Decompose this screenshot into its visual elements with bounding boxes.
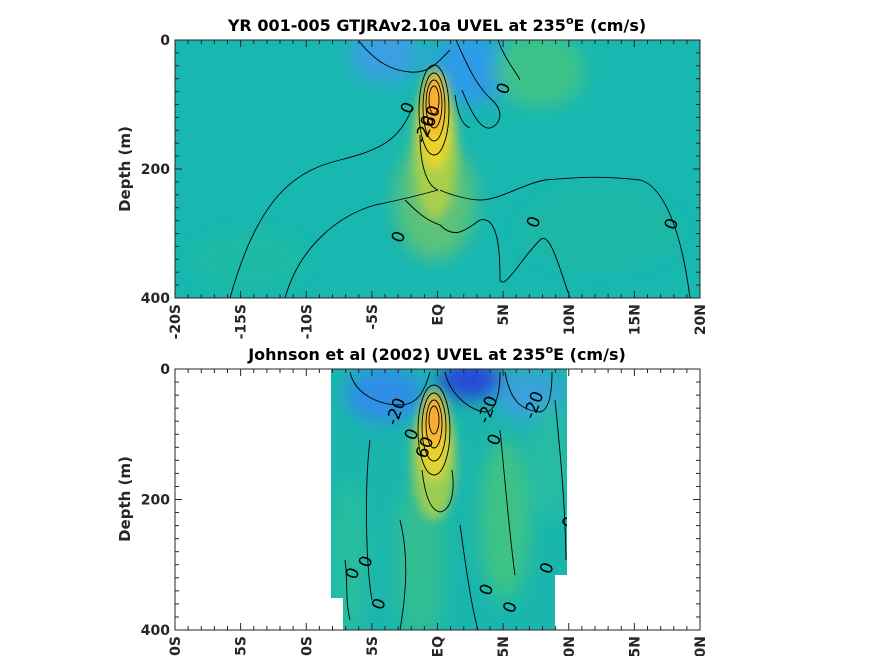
x-tick-label: 20N (693, 304, 709, 335)
y-tick-label: 400 (141, 291, 170, 307)
x-tick-label: 15N (627, 304, 643, 335)
x-tick-label: -10S (299, 304, 315, 339)
contour-lines-observed (344, 371, 567, 630)
x-tick-label: 5N (496, 636, 512, 656)
x-tick-label: EQ (431, 304, 447, 326)
y-tick-label: 200 (141, 162, 170, 178)
y-tick-label: 0 (160, 362, 170, 378)
x-tick-label: -15S (234, 304, 250, 339)
y-axis-label: Depth (m) (116, 126, 134, 212)
y-tick-label: 0 (160, 33, 170, 49)
panel-observed: -20-20-2006000000000 -20S -15S -10S -5S EQ 5N… (116, 343, 709, 656)
chart-title: YR 001-005 GTJRAv2.10a UVEL at 235oE (cm… (227, 14, 646, 35)
x-tick-label: EQ (431, 636, 447, 656)
x-tick-label: -5S (365, 304, 381, 330)
y-tick-label: 400 (141, 623, 170, 639)
x-tick-label: 5N (496, 304, 512, 325)
y-axis-label-observed: Depth (m) (116, 456, 134, 542)
y-tick-label: 200 (141, 493, 170, 509)
x-tick-label: -20S (168, 636, 184, 656)
x-tick-label: 20N (693, 636, 709, 656)
x-tick-label: 10N (562, 304, 578, 335)
x-tick-label: -10S (299, 636, 315, 656)
axis-ticks: -20S -15S -10S -5S EQ 5N 10N 15N 20N 0 200 400 (141, 33, 709, 339)
heatmap-field-observed: -20-20-2006000000000 (331, 369, 580, 630)
x-tick-label: 10N (562, 636, 578, 656)
chart-title-observed: Johnson et al (2002) UVEL at 235oE (cm/s… (247, 343, 626, 364)
x-tick-label: -20S (168, 304, 184, 339)
contour-lines (229, 40, 691, 298)
contour-label: 0 (558, 514, 580, 531)
axis-ticks-observed: -20S -15S -10S -5S EQ 5N 10N 15N 20N 0 200 400 (141, 362, 709, 656)
x-tick-label: -15S (234, 636, 250, 656)
x-tick-label: 15N (627, 636, 643, 656)
x-tick-label: -5S (365, 636, 381, 656)
